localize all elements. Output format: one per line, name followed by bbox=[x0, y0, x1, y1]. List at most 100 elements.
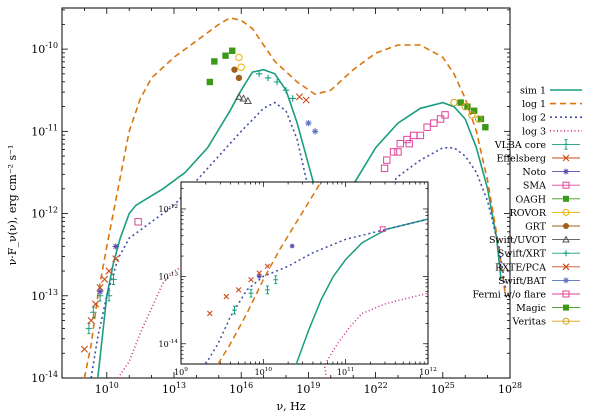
inset-point-effelsberg bbox=[207, 310, 213, 317]
curve-log-1 bbox=[83, 17, 507, 378]
legend-marker-oagh bbox=[563, 195, 569, 202]
point-noto bbox=[112, 243, 119, 250]
x-tick-label: 1013 bbox=[162, 381, 186, 396]
point-swift-xrt bbox=[264, 74, 272, 82]
x-tick-label: 1028 bbox=[498, 381, 522, 396]
inset-point-effelsberg bbox=[256, 270, 263, 276]
point-rovor bbox=[235, 53, 243, 62]
point-magic bbox=[470, 107, 478, 114]
x-tick-label: 1019 bbox=[296, 381, 320, 396]
legend-label-effelsberg: Effelsberg bbox=[496, 154, 546, 165]
inset-point-noto bbox=[256, 273, 262, 279]
point-effelsberg bbox=[80, 345, 88, 353]
point-effelsberg bbox=[87, 316, 95, 325]
point-magic bbox=[457, 99, 464, 106]
point-vlba-core bbox=[110, 273, 117, 285]
point-oagh bbox=[222, 52, 229, 59]
inset-y-tick-label: 10-12 bbox=[159, 204, 179, 214]
point-swift-uvot bbox=[234, 92, 244, 100]
point-effelsberg bbox=[92, 300, 100, 308]
legend-label-log-1: log 1 bbox=[522, 99, 546, 110]
point-swift-uvot bbox=[239, 94, 248, 102]
point-swift-xrt bbox=[273, 78, 281, 86]
point-magic bbox=[482, 124, 489, 131]
point-swift-uvot bbox=[243, 96, 252, 104]
point-veritas bbox=[468, 111, 476, 119]
legend-marker-rovor bbox=[562, 208, 570, 216]
legend-marker-swift-xrt bbox=[563, 250, 569, 257]
legend-label-sma: SMA bbox=[523, 181, 546, 192]
point-oagh bbox=[211, 58, 218, 65]
x-tick-label: 1016 bbox=[229, 381, 253, 396]
legend-marker-swift-uvot bbox=[562, 235, 570, 243]
legend-marker-sma bbox=[562, 181, 570, 189]
x-tick-label: 1025 bbox=[431, 381, 455, 396]
y-tick-label: 10-11 bbox=[31, 123, 58, 138]
inset-x-tick-label: 1010 bbox=[255, 367, 273, 377]
legend-label-rxte-pca: RXTE/PCA bbox=[495, 262, 546, 273]
y-tick-label: 10-10 bbox=[31, 41, 58, 56]
point-grt bbox=[231, 66, 238, 73]
point-vlba-core bbox=[90, 306, 97, 318]
legend-marker-veritas bbox=[562, 317, 570, 325]
inset-point-vlba-core bbox=[273, 275, 279, 285]
point-effelsberg bbox=[100, 275, 109, 283]
point-sma bbox=[430, 119, 438, 127]
point-veritas bbox=[450, 98, 458, 107]
legend-label-swift-bat: Swift/BAT bbox=[498, 276, 547, 287]
y-tick-label: 10-14 bbox=[31, 370, 58, 385]
point-veritas bbox=[474, 115, 483, 123]
inset-curve-log-1 bbox=[217, 182, 322, 364]
legend-label-vlba-core: VLBA core bbox=[494, 140, 547, 151]
inset-point-effelsberg bbox=[248, 276, 254, 283]
x-tick-label: 1010 bbox=[95, 381, 119, 396]
legend-marker-rxte-pca bbox=[562, 263, 570, 271]
legend: sim 1 log 1 log 2 log 3 VLBA core Effelsberg N… bbox=[472, 86, 582, 328]
inset-y-tick-label: 10-13 bbox=[159, 271, 179, 281]
point-effelsberg bbox=[105, 267, 113, 275]
point-sma bbox=[396, 139, 404, 148]
y-axis-label: ν·F_ν(ν), erg cm⁻² s⁻¹ bbox=[6, 145, 19, 266]
inset-point-vlba-core bbox=[232, 305, 237, 315]
point-veritas bbox=[461, 102, 469, 111]
legend-label-sim-1: sim 1 bbox=[520, 86, 546, 97]
point-sma bbox=[389, 148, 398, 156]
inset-point-sma bbox=[379, 226, 386, 233]
legend-marker-effelsberg bbox=[562, 154, 570, 162]
inset-point-noto bbox=[289, 243, 295, 249]
point-swift-bat bbox=[311, 128, 319, 135]
inset-x-tick-label: 1012 bbox=[419, 367, 437, 377]
point-sma bbox=[441, 111, 449, 119]
point-sma bbox=[416, 131, 425, 140]
legend-marker-noto bbox=[563, 168, 569, 175]
legend-label-grt: GRT bbox=[525, 222, 547, 233]
point-fermi-w-o-flare bbox=[405, 139, 413, 148]
inset-x-tick-label: 109 bbox=[174, 367, 188, 377]
legend-label-fermi-w-o-flare: Fermi w/o flare bbox=[472, 290, 546, 301]
legend-label-log-3: log 3 bbox=[522, 126, 546, 137]
inset-plot-area: 109 1010 1011 1012 10-14 10-13 10-12 bbox=[159, 181, 437, 377]
main-series bbox=[80, 17, 507, 378]
point-sma bbox=[380, 164, 389, 173]
point-sma bbox=[409, 131, 418, 140]
point-magic bbox=[464, 103, 471, 110]
main-plot-area: 1010 1013 1016 1019 1022 1025 102810-1410-1310… bbox=[31, 7, 522, 396]
legend-marker-vlba-core bbox=[563, 139, 569, 150]
inset-frame bbox=[180, 181, 429, 365]
inset-series bbox=[205, 182, 428, 364]
legend-marker-magic bbox=[563, 304, 569, 311]
legend-label-log-2: log 2 bbox=[522, 113, 546, 124]
point-noto bbox=[96, 288, 104, 295]
legend-label-rovor: ROVOR bbox=[510, 208, 547, 219]
point-magic bbox=[477, 115, 485, 123]
inset-point-effelsberg bbox=[264, 263, 271, 270]
legend-label-oagh: OAGH bbox=[515, 194, 546, 205]
point-vlba-core bbox=[105, 290, 113, 302]
legend-marker-fermi-w-o-flare bbox=[562, 290, 570, 298]
point-swift-xrt bbox=[289, 95, 296, 102]
legend-marker-swift-bat bbox=[563, 277, 569, 284]
point-sma bbox=[423, 123, 431, 131]
legend-label-magic: Magic bbox=[516, 303, 546, 314]
y-tick-label: 10-12 bbox=[31, 206, 58, 221]
